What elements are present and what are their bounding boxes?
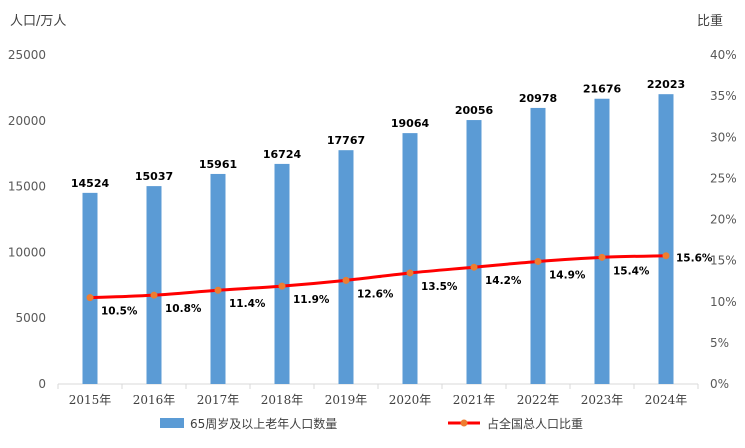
ratio-data-label: 15.4% [613, 265, 650, 277]
ratio-data-label: 10.8% [165, 303, 202, 315]
ratio-point [470, 263, 478, 271]
bar [530, 107, 546, 385]
y-tick-label: 20000 [8, 114, 46, 128]
ratio-point [534, 257, 542, 265]
bar-data-label: 17767 [327, 134, 365, 147]
ratio-data-label: 11.9% [293, 294, 330, 306]
legend-bar-label: 65周岁及以上老年人口数量 [190, 416, 337, 431]
ratio-data-label: 12.6% [357, 288, 394, 300]
y-tick-label: 10000 [8, 245, 46, 259]
ratio-point [662, 252, 670, 260]
y2-tick-label: 35% [710, 89, 737, 103]
y2-tick-label: 15% [710, 254, 737, 268]
bar [274, 163, 290, 384]
ratio-point [150, 291, 158, 299]
y-tick-label: 5000 [15, 311, 46, 325]
y-tick-label: 0 [38, 377, 46, 391]
ratio-point [214, 286, 222, 294]
bar-data-label: 20056 [455, 104, 494, 117]
bar-data-label: 14524 [71, 177, 110, 190]
bar [466, 120, 482, 384]
x-tick-label: 2019年 [325, 393, 368, 407]
x-tick-label: 2018年 [261, 393, 304, 407]
ratio-data-label: 13.5% [421, 281, 458, 293]
y-tick-label: 25000 [8, 48, 46, 62]
y2-tick-label: 20% [710, 213, 737, 227]
x-tick-label: 2015年 [69, 393, 112, 407]
y2-axis-title: 比重 [697, 13, 723, 29]
x-tick-label: 2023年 [581, 393, 624, 407]
y2-tick-label: 5% [710, 336, 729, 350]
x-tick-label: 2022年 [517, 393, 560, 407]
bar [210, 173, 226, 384]
bar-data-label: 20978 [519, 92, 557, 105]
plot-area: 0 5000 10000 15000 20000 25000 0% 5% 10% 15% 20% 25… [8, 48, 737, 407]
ratio-point [342, 276, 350, 284]
ratio-data-label: 14.2% [485, 275, 522, 287]
bar [146, 186, 162, 384]
legend-line-marker [460, 419, 468, 427]
bar-data-label: 19064 [391, 117, 430, 130]
ratio-data-label: 15.6% [676, 253, 713, 265]
ratio-line [89, 254, 667, 300]
bar [82, 192, 98, 384]
ratio-point [598, 253, 606, 261]
legend: 65周岁及以上老年人口数量 占全国总人口比重 [160, 416, 583, 431]
y2-tick-label: 0% [710, 377, 729, 391]
legend-line-label: 占全国总人口比重 [487, 416, 583, 431]
x-tick-label: 2020年 [389, 393, 432, 407]
ratio-data-label: 14.9% [549, 269, 586, 281]
bar-data-label: 16724 [263, 148, 302, 161]
y2-tick-label: 30% [710, 130, 737, 144]
y-axis-title: 人口/万人 [10, 14, 66, 29]
ratio-point [406, 269, 414, 277]
x-tick-label: 2017年 [197, 393, 240, 407]
bar [402, 133, 418, 384]
y2-tick-label: 10% [710, 295, 737, 309]
bar [338, 150, 354, 384]
bar-data-label: 22023 [647, 78, 685, 91]
y2-tick-label: 40% [710, 48, 737, 62]
x-tick-label: 2024年 [645, 393, 688, 407]
ratio-data-label: 10.5% [101, 306, 138, 318]
x-tick-label: 2016年 [133, 393, 176, 407]
ratio-data-label: 11.4% [229, 298, 266, 310]
legend-bar-swatch [160, 418, 184, 428]
y2-tick-label: 25% [710, 171, 737, 185]
y-tick-label: 15000 [8, 180, 46, 194]
bar-data-label: 15961 [199, 158, 237, 171]
x-tick-label: 2021年 [453, 393, 496, 407]
bar-data-label: 15037 [135, 170, 173, 183]
ratio-point [278, 282, 286, 290]
bar [658, 94, 674, 385]
ratio-point [86, 294, 94, 302]
bar-data-label: 21676 [583, 83, 622, 96]
bar [594, 98, 610, 385]
